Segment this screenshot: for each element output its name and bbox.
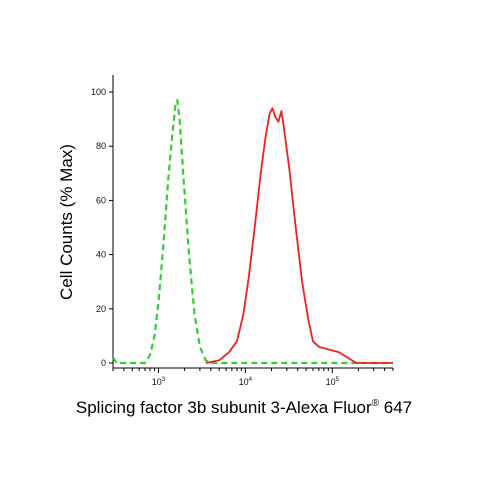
y-tick-label: 40 (96, 250, 106, 260)
y-tick-label: 0 (101, 358, 106, 368)
series-line-stained-solid (205, 107, 393, 364)
y-tick-label: 60 (96, 195, 106, 205)
y-axis-title: Cell Counts (% Max) (57, 144, 76, 300)
series-layer (112, 98, 393, 365)
x-axis-ticks: 103 104 105 (112, 368, 394, 387)
y-tick-label: 80 (96, 141, 106, 151)
series-line-control-dashed (112, 98, 393, 365)
y-tick-label: 100 (91, 87, 106, 97)
x-axis-title-tail: 647 (379, 398, 412, 417)
x-tick-label: 103 (152, 377, 166, 387)
x-tick-label: 104 (239, 377, 253, 387)
x-axis-title-main: Splicing factor 3b subunit 3-Alexa Fluor (76, 398, 372, 417)
y-tick-label: 20 (96, 304, 106, 314)
x-tick-label: 105 (326, 377, 340, 387)
plot-frame (112, 75, 393, 369)
x-axis-title: Splicing factor 3b subunit 3-Alexa Fluor… (76, 398, 412, 417)
x-axis-title-mark: ® (372, 398, 380, 409)
y-axis-ticks: 0 20 40 60 80 100 (91, 87, 113, 368)
